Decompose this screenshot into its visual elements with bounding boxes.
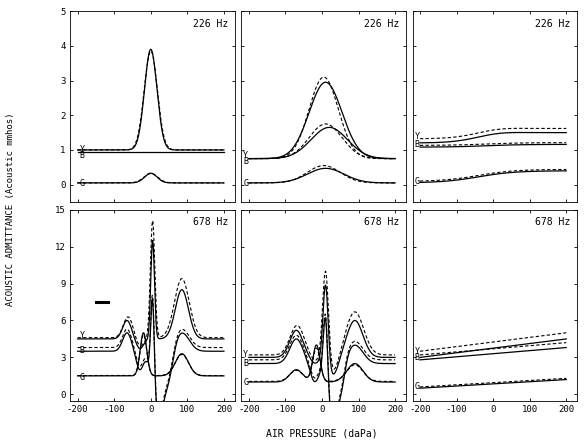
Text: B: B [80,345,84,355]
Text: B: B [243,157,248,166]
Text: 226 Hz: 226 Hz [193,19,229,29]
Text: AIR PRESSURE (daPa): AIR PRESSURE (daPa) [267,429,378,438]
Text: Y: Y [243,151,248,160]
Text: G: G [414,382,420,392]
Text: Y: Y [414,132,420,141]
Text: B: B [243,359,248,368]
Text: G: G [414,178,420,186]
Text: 678 Hz: 678 Hz [536,217,571,227]
Text: 226 Hz: 226 Hz [364,19,400,29]
Text: 678 Hz: 678 Hz [193,217,229,227]
Text: G: G [243,179,248,188]
Text: B: B [414,140,420,149]
Text: Y: Y [414,347,420,356]
Text: Y: Y [80,146,84,154]
Text: G: G [80,372,84,382]
Text: Y: Y [243,350,248,360]
Text: 226 Hz: 226 Hz [536,19,571,29]
Text: B: B [80,151,84,160]
Text: G: G [80,179,84,188]
Text: Y: Y [80,331,84,340]
Text: B: B [414,353,420,362]
Text: G: G [243,377,248,387]
Text: 678 Hz: 678 Hz [364,217,400,227]
Text: ACOUSTIC ADMITTANCE (Acoustic mmhos): ACOUSTIC ADMITTANCE (Acoustic mmhos) [6,113,15,306]
